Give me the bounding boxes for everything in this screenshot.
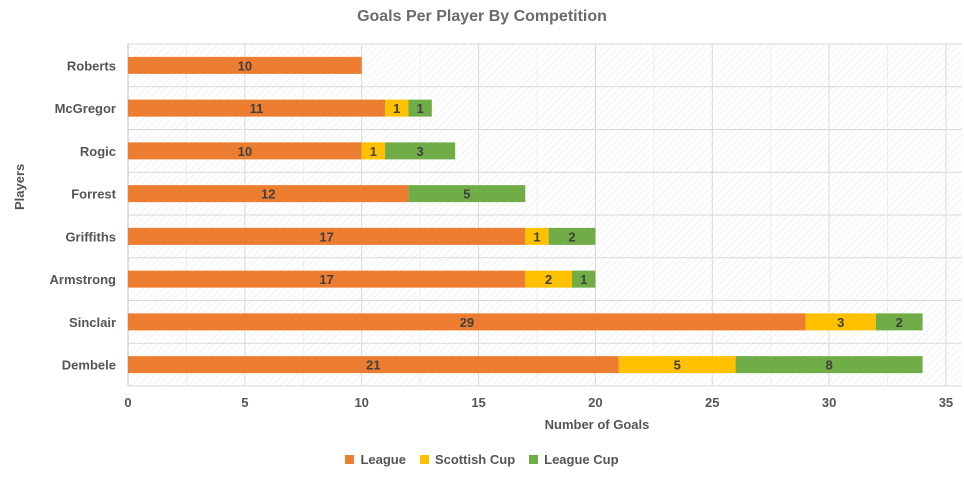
data-label: 17 bbox=[319, 272, 333, 287]
category-labels: Roberts McGregor Rogic Forrest Griffiths Arms… bbox=[50, 58, 117, 372]
bar-segment bbox=[735, 356, 923, 374]
bar-segment bbox=[548, 227, 596, 245]
x-tick-label: 5 bbox=[241, 395, 248, 410]
legend-item: League Cup bbox=[529, 452, 619, 467]
x-tick-label: 30 bbox=[822, 395, 836, 410]
bar-segment bbox=[361, 142, 386, 160]
category-label: Armstrong bbox=[50, 272, 117, 287]
x-tick-label: 25 bbox=[705, 395, 719, 410]
data-label: 1 bbox=[370, 144, 377, 159]
legend-swatch bbox=[419, 455, 429, 464]
legend: League Scottish Cup League Cup bbox=[0, 452, 964, 467]
data-label: 5 bbox=[463, 187, 470, 202]
data-label: 10 bbox=[238, 144, 252, 159]
data-label: 8 bbox=[825, 358, 832, 373]
bar-segment bbox=[572, 270, 596, 288]
bar-segment bbox=[525, 270, 573, 288]
data-label: 17 bbox=[319, 229, 333, 244]
data-label: 1 bbox=[580, 272, 587, 287]
bar-segment bbox=[618, 356, 736, 374]
data-label: 1 bbox=[533, 229, 540, 244]
bar-segment bbox=[128, 356, 619, 374]
category-label: Sinclair bbox=[69, 315, 116, 330]
data-label: 5 bbox=[674, 358, 681, 373]
x-axis-title: Number of Goals bbox=[545, 417, 650, 432]
bar-layer bbox=[128, 56, 923, 374]
legend-label: Scottish Cup bbox=[434, 452, 516, 467]
data-label: 1 bbox=[393, 101, 400, 116]
data-label: 3 bbox=[417, 144, 424, 159]
bar-segment bbox=[385, 142, 456, 160]
bar-segment bbox=[128, 185, 409, 203]
data-label: 10 bbox=[238, 58, 252, 73]
category-label: Rogic bbox=[80, 144, 116, 159]
data-label: 3 bbox=[837, 315, 844, 330]
data-label: 12 bbox=[261, 187, 275, 202]
bar-segment bbox=[805, 313, 876, 331]
bar-segment bbox=[128, 56, 362, 74]
category-label: Dembele bbox=[62, 358, 116, 373]
bar-segment bbox=[128, 99, 386, 117]
x-tick-label: 10 bbox=[354, 395, 368, 410]
x-tick-label: 35 bbox=[939, 395, 953, 410]
data-label: 11 bbox=[250, 101, 264, 116]
category-label: McGregor bbox=[55, 101, 116, 116]
bar-segment bbox=[525, 227, 549, 245]
x-tick-label: 20 bbox=[588, 395, 602, 410]
bar-segment bbox=[385, 99, 409, 117]
category-label: Griffiths bbox=[65, 229, 116, 244]
chart-title: Goals Per Player By Competition bbox=[357, 8, 607, 25]
legend-item: League bbox=[345, 452, 406, 467]
category-label: Forrest bbox=[71, 187, 116, 202]
bar-segment bbox=[128, 227, 526, 245]
legend-swatch bbox=[529, 455, 539, 464]
bar-segment bbox=[875, 313, 923, 331]
data-label: 2 bbox=[896, 315, 903, 330]
data-label: 2 bbox=[545, 272, 552, 287]
x-tick-label: 0 bbox=[124, 395, 131, 410]
legend-item: Scottish Cup bbox=[419, 452, 516, 467]
data-label: 1 bbox=[417, 101, 424, 116]
x-tick-labels: 0 5 10 15 20 25 30 35 bbox=[124, 395, 953, 410]
bar-segment bbox=[128, 270, 526, 288]
data-label: 21 bbox=[366, 358, 380, 373]
category-label: Roberts bbox=[67, 58, 116, 73]
x-tick-label: 15 bbox=[471, 395, 485, 410]
bar-segment bbox=[128, 142, 362, 160]
legend-label: League bbox=[360, 452, 406, 467]
bar-segment bbox=[128, 313, 806, 331]
legend-swatch bbox=[345, 455, 355, 464]
legend-label: League Cup bbox=[544, 452, 619, 467]
data-label: 29 bbox=[460, 315, 474, 330]
bar-segment bbox=[408, 185, 526, 203]
data-label: 2 bbox=[568, 229, 575, 244]
bar-segment bbox=[408, 99, 432, 117]
